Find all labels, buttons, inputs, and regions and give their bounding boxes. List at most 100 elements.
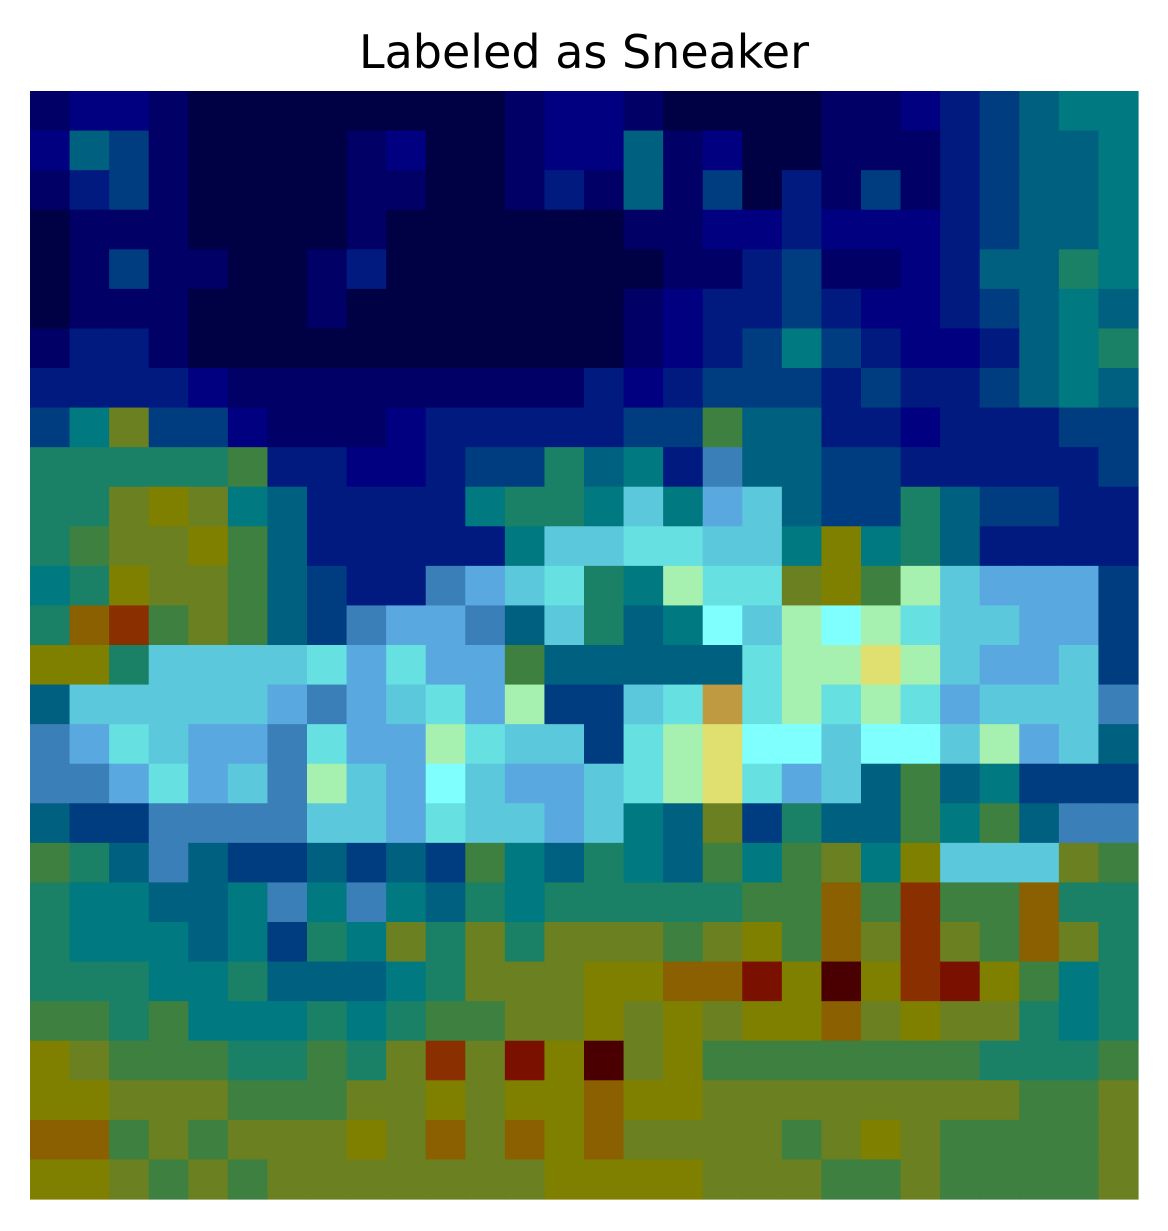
heatmap-cell-r22-c4 [188, 961, 229, 1002]
heatmap-cell-r20-c17 [702, 882, 743, 923]
heatmap-cell-r24-c9 [386, 1040, 427, 1081]
heatmap-cell-r20-c15 [623, 882, 664, 923]
heatmap-cell-r25-c9 [386, 1080, 427, 1121]
heatmap-cell-r24-c26 [1058, 1040, 1100, 1081]
heatmap-cell-r16-c2 [109, 724, 150, 765]
heatmap-cell-r4-c4 [188, 249, 229, 290]
heatmap-cell-r13-c21 [861, 605, 902, 646]
heatmap-cell-r6-c9 [386, 328, 427, 369]
heatmap-cell-r2-c18 [742, 170, 783, 211]
heatmap-cell-r11-c5 [227, 526, 269, 567]
heatmap-cell-r9-c2 [109, 447, 150, 488]
heatmap-cell-r8-c26 [1058, 407, 1100, 448]
heatmap-cell-r27-c27 [1098, 1159, 1139, 1200]
heatmap-cell-r25-c16 [663, 1080, 704, 1121]
heatmap-cell-r26-c11 [465, 1119, 506, 1161]
heatmap-cell-r3-c25 [1019, 209, 1060, 250]
heatmap-cell-r4-c5 [227, 249, 269, 290]
heatmap-cell-r18-c1 [69, 803, 110, 844]
heatmap-cell-r21-c2 [109, 922, 150, 963]
heatmap-cell-r2-c23 [940, 170, 981, 211]
heatmap-cell-r14-c8 [346, 645, 387, 686]
heatmap-cell-r24-c20 [821, 1040, 862, 1081]
heatmap-cell-r3-c22 [900, 209, 941, 250]
heatmap-cell-r2-c6 [267, 170, 308, 211]
heatmap-cell-r9-c6 [267, 447, 308, 488]
heatmap-cell-r24-c2 [109, 1040, 150, 1081]
heatmap-cell-r5-c3 [148, 288, 189, 330]
heatmap-cell-r0-c26 [1058, 91, 1100, 132]
heatmap-cell-r13-c11 [465, 605, 506, 646]
heatmap-cell-r25-c13 [544, 1080, 585, 1121]
heatmap-cell-r6-c5 [227, 328, 269, 369]
heatmap-cell-r0-c21 [861, 91, 902, 132]
heatmap-cell-r19-c10 [425, 842, 466, 884]
heatmap-cell-r14-c26 [1058, 645, 1100, 686]
heatmap-cell-r12-c3 [148, 565, 189, 607]
heatmap-cell-r27-c3 [148, 1159, 189, 1200]
heatmap-cell-r8-c17 [702, 407, 743, 448]
heatmap-cell-r14-c17 [702, 645, 743, 686]
heatmap-cell-r15-c12 [504, 684, 546, 725]
heatmap-cell-r6-c0 [30, 328, 71, 369]
heatmap-cell-r18-c5 [227, 803, 269, 844]
heatmap-cell-r17-c2 [109, 763, 150, 804]
heatmap-cell-r1-c11 [465, 130, 506, 171]
heatmap-cell-r10-c18 [742, 486, 783, 527]
heatmap-cell-r20-c10 [425, 882, 466, 923]
heatmap-cell-r5-c23 [940, 288, 981, 330]
heatmap-cell-r0-c27 [1098, 91, 1139, 132]
heatmap-cell-r18-c17 [702, 803, 743, 844]
heatmap-cell-r6-c20 [821, 328, 862, 369]
heatmap-cell-r19-c8 [346, 842, 387, 884]
heatmap-cell-r17-c13 [544, 763, 585, 804]
heatmap-cell-r7-c13 [544, 368, 585, 409]
heatmap-cell-r13-c2 [109, 605, 150, 646]
heatmap-cell-r17-c18 [742, 763, 783, 804]
heatmap-cell-r3-c4 [188, 209, 229, 250]
heatmap-cell-r10-c21 [861, 486, 902, 527]
heatmap-cell-r17-c11 [465, 763, 506, 804]
heatmap-cell-r0-c25 [1019, 91, 1060, 132]
heatmap-cell-r19-c7 [307, 842, 348, 884]
heatmap-cell-r18-c13 [544, 803, 585, 844]
heatmap-cell-r0-c11 [465, 91, 506, 132]
heatmap-cell-r26-c10 [425, 1119, 466, 1161]
heatmap-cell-r12-c24 [979, 565, 1020, 607]
heatmap-cell-r15-c21 [861, 684, 902, 725]
heatmap-cell-r3-c21 [861, 209, 902, 250]
heatmap-cell-r7-c2 [109, 368, 150, 409]
heatmap-cell-r9-c22 [900, 447, 941, 488]
heatmap-cell-r7-c10 [425, 368, 466, 409]
heatmap-cell-r15-c0 [30, 684, 71, 725]
heatmap-cell-r11-c4 [188, 526, 229, 567]
heatmap-cell-r17-c25 [1019, 763, 1060, 804]
heatmap-cell-r15-c23 [940, 684, 981, 725]
heatmap-cell-r7-c17 [702, 368, 743, 409]
heatmap-cell-r21-c1 [69, 922, 110, 963]
heatmap-cell-r6-c11 [465, 328, 506, 369]
heatmap-cell-r1-c27 [1098, 130, 1139, 171]
heatmap-cell-r0-c6 [267, 91, 308, 132]
heatmap-cell-r5-c27 [1098, 288, 1139, 330]
heatmap-cell-r23-c7 [307, 1001, 348, 1042]
heatmap-cell-r0-c1 [69, 91, 110, 132]
heatmap-cell-r5-c6 [267, 288, 308, 330]
heatmap-cell-r11-c0 [30, 526, 71, 567]
heatmap-cell-r8-c6 [267, 407, 308, 448]
heatmap-cell-r24-c18 [742, 1040, 783, 1081]
heatmap-cell-r2-c22 [900, 170, 941, 211]
heatmap-cell-r9-c7 [307, 447, 348, 488]
heatmap-cell-r17-c4 [188, 763, 229, 804]
heatmap-cell-r24-c6 [267, 1040, 308, 1081]
heatmap-cell-r12-c25 [1019, 565, 1060, 607]
heatmap-cell-r6-c26 [1058, 328, 1100, 369]
heatmap-cell-r21-c11 [465, 922, 506, 963]
heatmap-cell-r18-c9 [386, 803, 427, 844]
heatmap-cell-r9-c16 [663, 447, 704, 488]
heatmap-cell-r4-c13 [544, 249, 585, 290]
heatmap-cell-r8-c18 [742, 407, 783, 448]
heatmap-cell-r23-c10 [425, 1001, 466, 1042]
heatmap-cell-r15-c19 [781, 684, 823, 725]
heatmap-cell-r16-c24 [979, 724, 1020, 765]
